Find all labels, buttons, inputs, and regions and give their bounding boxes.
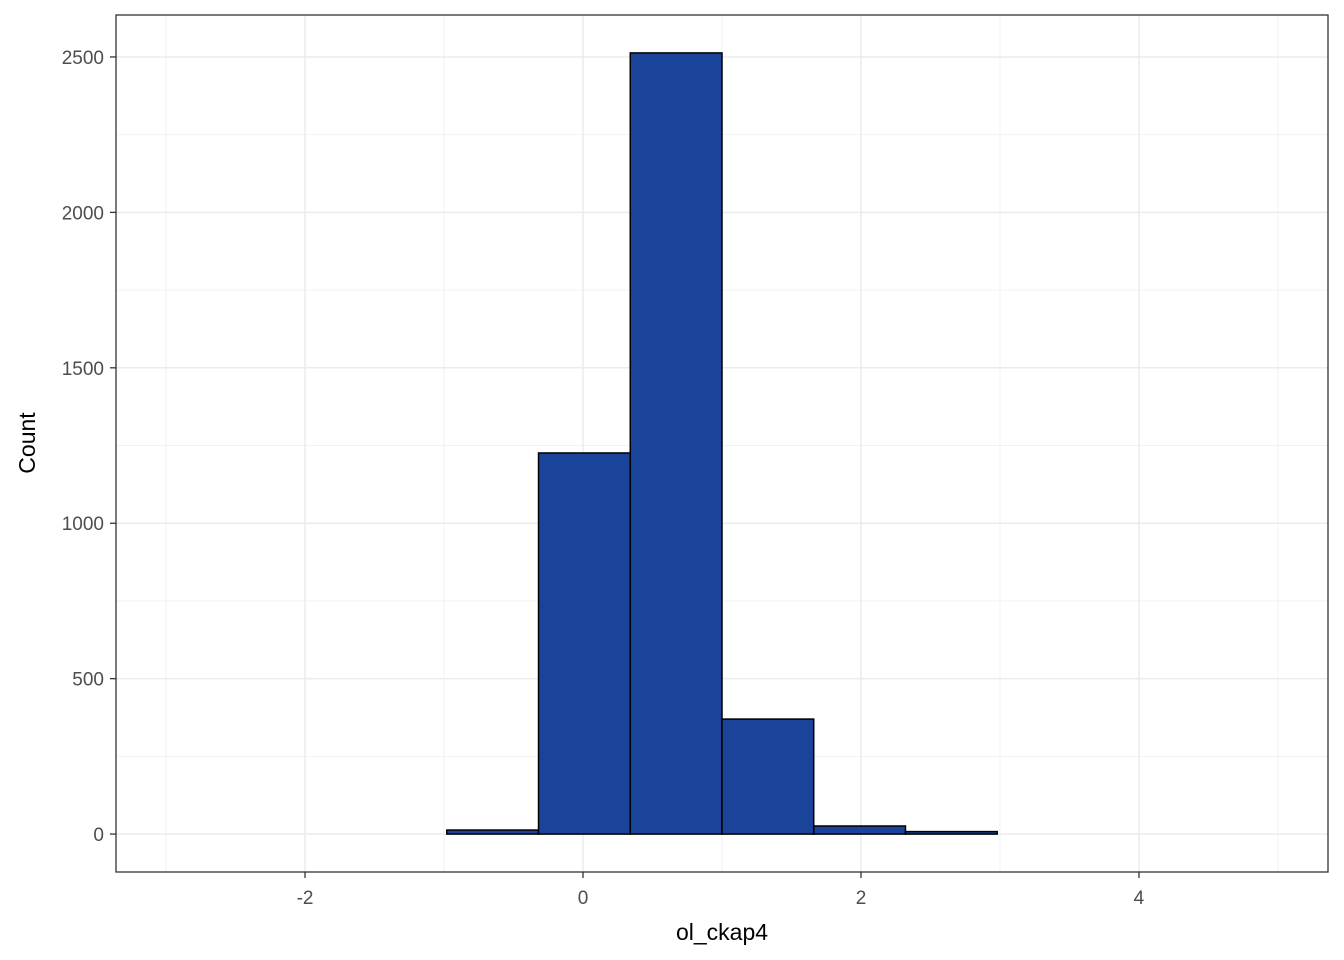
- y-axis-title: Count: [14, 412, 40, 474]
- y-tick-label: 0: [93, 825, 104, 846]
- bar: [446, 829, 540, 835]
- y-tick-label: 500: [72, 670, 104, 691]
- y-tick-label: 2500: [62, 48, 104, 69]
- y-tick-label: 1500: [62, 359, 104, 380]
- x-tick-label: 4: [1134, 888, 1145, 909]
- bar: [904, 830, 998, 835]
- x-axis-title: ol_ckap4: [676, 919, 768, 945]
- y-tick-label: 2000: [62, 203, 104, 224]
- bar: [537, 452, 632, 835]
- x-tick-label: -2: [297, 888, 314, 909]
- x-tick-label: 2: [856, 888, 867, 909]
- bars: [446, 52, 998, 835]
- bar: [629, 52, 723, 835]
- bar: [721, 718, 815, 835]
- x-tick-label: 0: [578, 888, 589, 909]
- bar: [812, 825, 907, 835]
- y-tick-label: 1000: [62, 514, 104, 535]
- panel-border: [115, 14, 1329, 873]
